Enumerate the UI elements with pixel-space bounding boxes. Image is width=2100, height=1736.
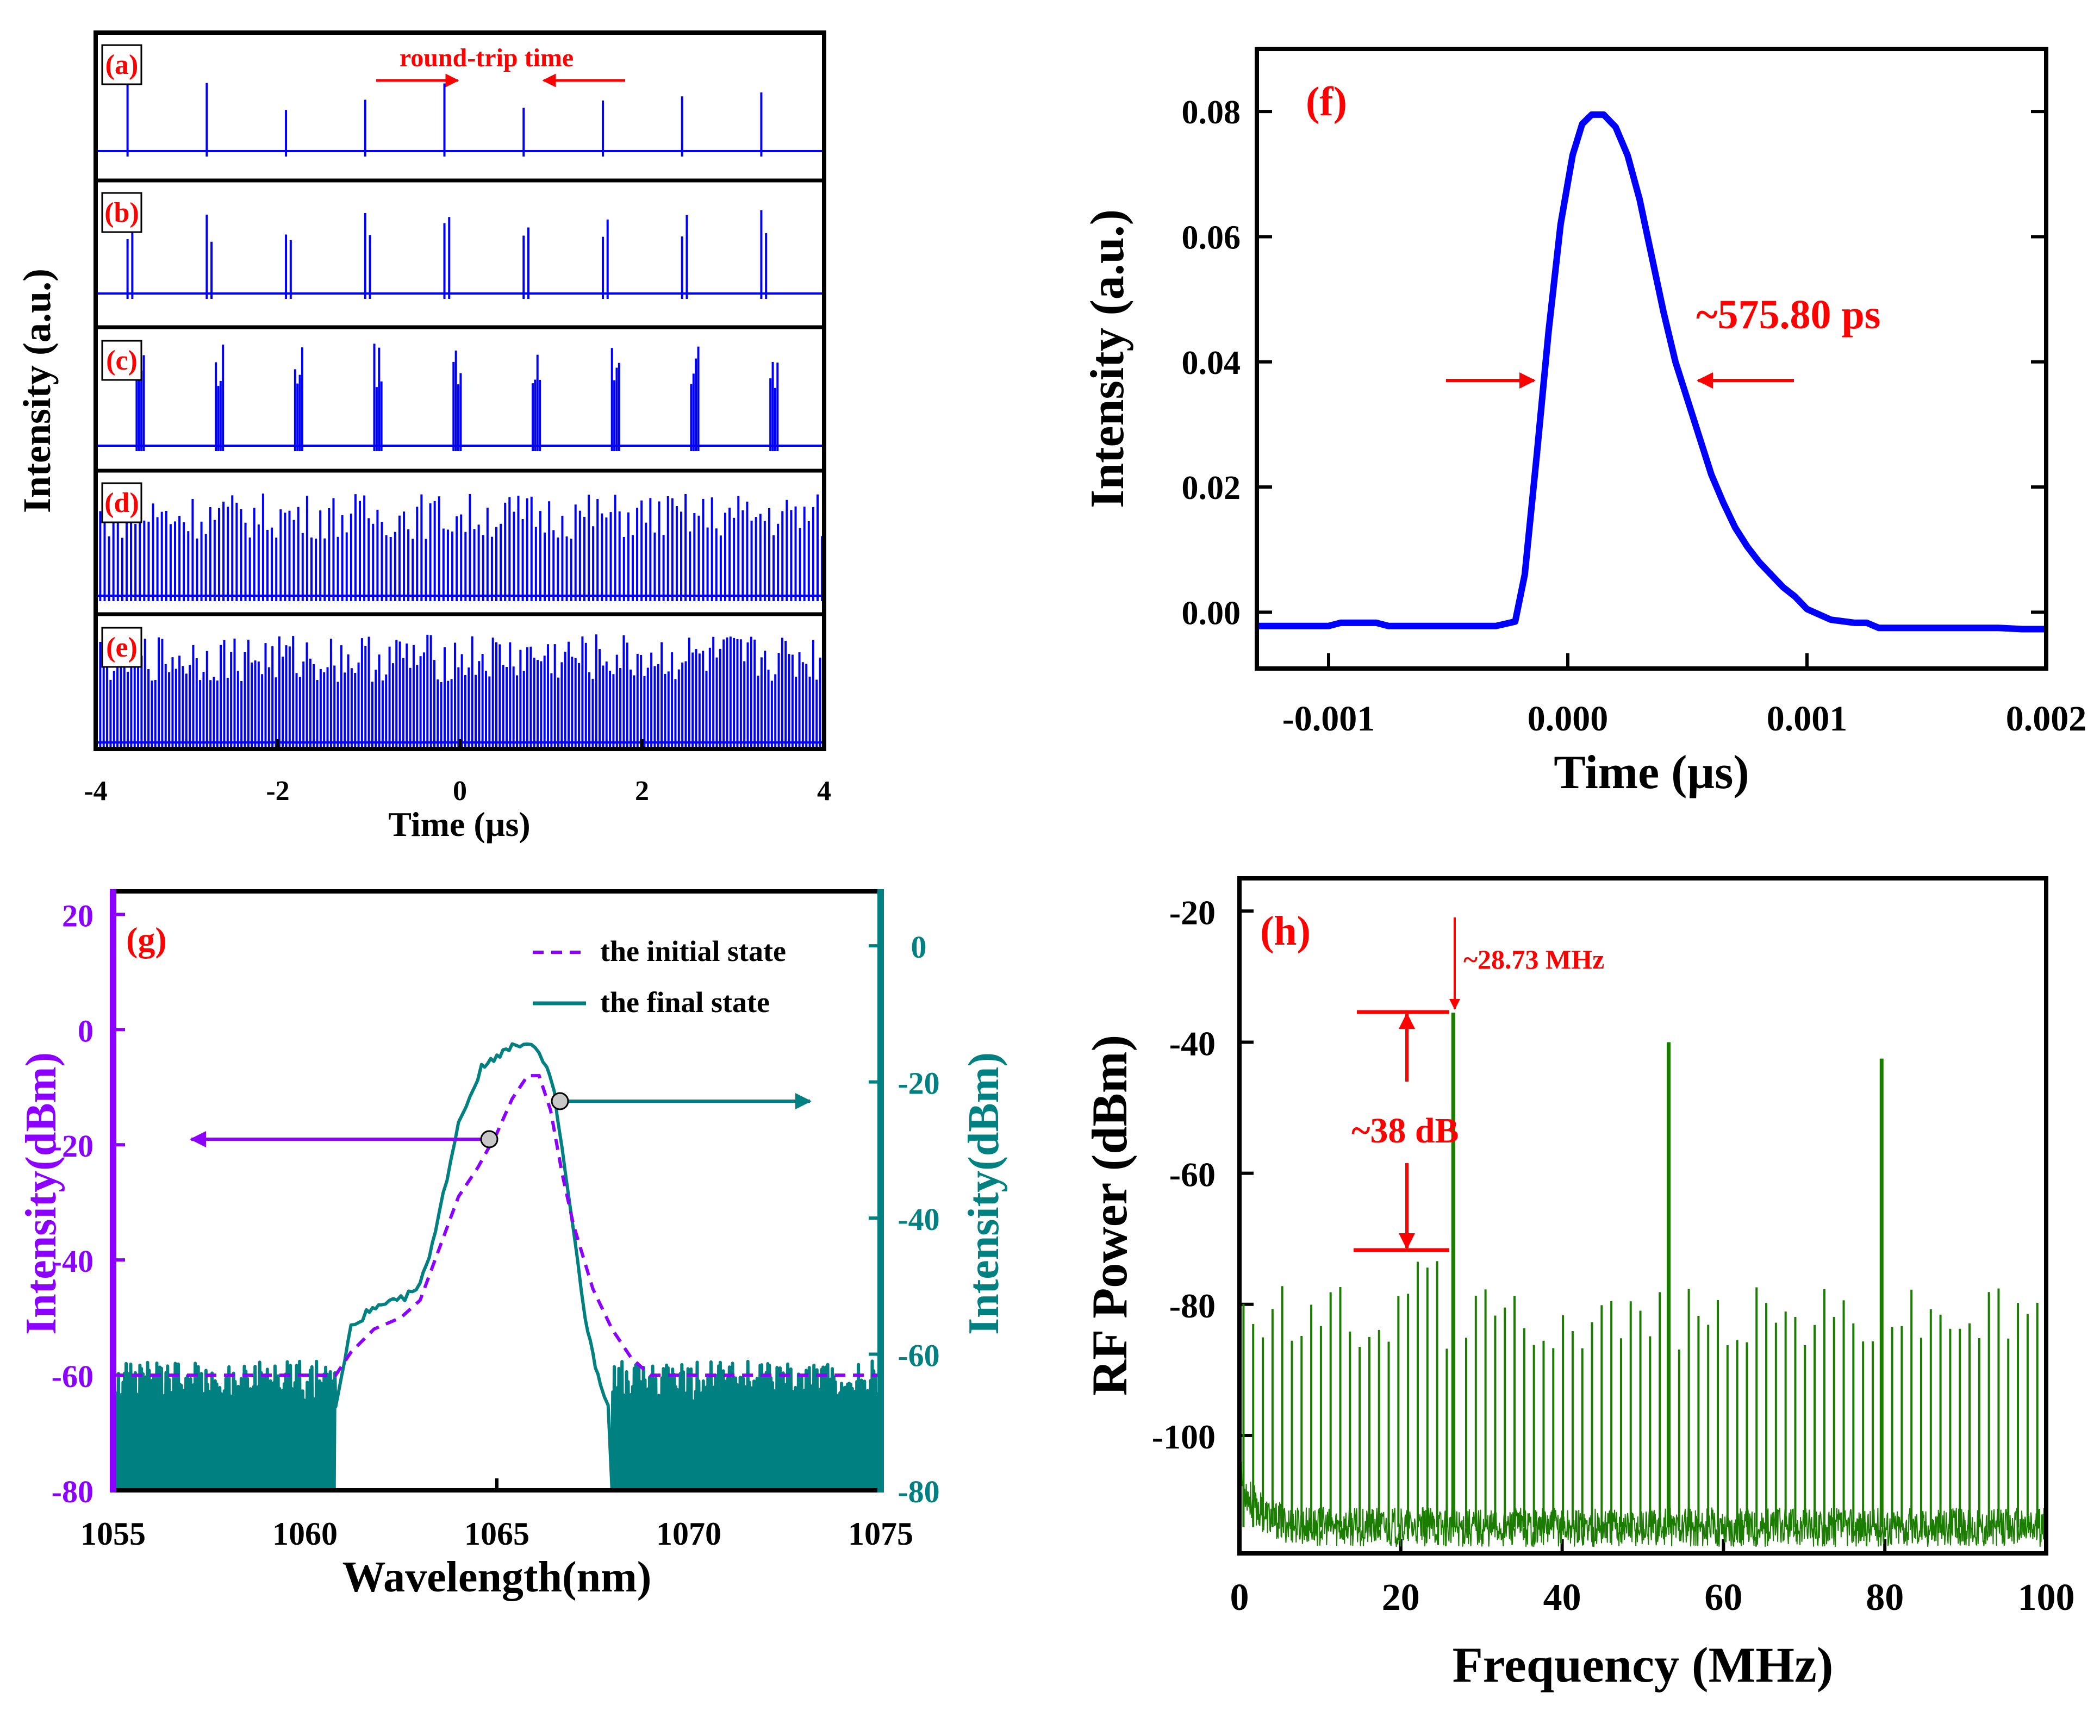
y-tick-label-h: -20 — [1169, 893, 1216, 932]
x-tick-label-f: -0.001 — [1282, 699, 1375, 739]
initial-state-marker — [480, 1130, 498, 1148]
legend-final-label: the final state — [600, 986, 770, 1019]
panel-h: 0 20 40 60 80 100 -100 -80 -60 -40 -20 (h) ~28.73 … — [1082, 876, 2075, 1693]
round-trip-annotation: round-trip time — [376, 43, 625, 88]
x-tick-label-f: 0.001 — [1767, 699, 1848, 739]
y-axis-label-g-right: Intensity(dBm) — [960, 1052, 1008, 1335]
legend-initial-label: the initial state — [600, 935, 786, 967]
x-tick-label: 4 — [817, 776, 831, 807]
panel-a-e: (a) (b) (c) (d) (e) round-trip time -4 -2… — [15, 30, 831, 844]
ticks-h: 0 20 40 60 80 100 -100 -80 -60 -40 -20 — [1152, 893, 2075, 1619]
y-tick-label-f: 0.00 — [1182, 595, 1241, 632]
y-tick-label-g-left: -20 — [52, 1128, 94, 1164]
x-tick-label-h: 80 — [1866, 1577, 1904, 1619]
x-tick-label-g: 1075 — [848, 1516, 913, 1552]
x-tick-label-f: 0.002 — [2006, 699, 2087, 739]
y-tick-label-f: 0.06 — [1182, 219, 1241, 256]
y-tick-label-h: -100 — [1152, 1417, 1216, 1456]
y-tick-label-g-left: 20 — [62, 898, 94, 933]
label-h: (h) — [1260, 908, 1311, 954]
final-state-curve — [111, 1042, 882, 1492]
label-b: (b) — [104, 197, 139, 228]
y-tick-label-h: -80 — [1169, 1287, 1216, 1325]
x-ticks-a-e: -4 -2 0 2 4 — [84, 739, 831, 807]
x-tick-label-g: 1065 — [464, 1516, 529, 1552]
x-axis-label-a-e: Time (µs) — [388, 805, 530, 844]
panel-labels-a-e: (a) (b) (c) (d) (e) — [101, 44, 142, 668]
y-tick-label-f: 0.02 — [1182, 470, 1241, 507]
x-tick-label-h: 0 — [1230, 1577, 1249, 1619]
peak-frequency-label: ~28.73 MHz — [1463, 944, 1604, 975]
y-tick-label-g-right: -40 — [898, 1202, 939, 1237]
x-tick-label: 2 — [635, 776, 649, 807]
db-label: ~38 dB — [1351, 1111, 1459, 1151]
x-tick-label-g: 1070 — [656, 1516, 721, 1552]
y-tick-label-h: -40 — [1169, 1024, 1216, 1063]
label-a: (a) — [105, 49, 139, 80]
x-tick-label-g: 1055 — [80, 1516, 146, 1552]
y-axis-label-g-left: Intensity(dBm) — [17, 1052, 65, 1335]
x-tick-label-h: 100 — [2018, 1577, 2075, 1619]
initial-state-curve — [113, 1074, 881, 1377]
label-box-e — [101, 627, 142, 668]
fwhm-label: ~575.80 ps — [1696, 292, 1880, 338]
x-tick-label: -4 — [84, 776, 107, 807]
x-tick-label-h: 60 — [1704, 1577, 1742, 1619]
panel-f: -0.001 0.000 0.001 0.002 0.00 0.02 0.04 0.06 0.0… — [1081, 47, 2087, 799]
pulse-curve — [1257, 111, 2046, 633]
legend-g: the initial state the final state — [533, 935, 786, 1019]
y-axis-label-h: RF Power (dBm) — [1082, 1035, 1137, 1396]
label-c: (c) — [106, 345, 138, 376]
y-tick-label-g-right: -60 — [898, 1338, 939, 1373]
y-tick-label-g-left: 0 — [78, 1013, 94, 1048]
y-tick-label-g-right: -80 — [898, 1474, 939, 1509]
x-axis-label-h: Frequency (MHz) — [1453, 1637, 1834, 1693]
label-f: (f) — [1306, 79, 1347, 124]
x-tick-label: -2 — [266, 776, 289, 807]
label-box-b — [101, 192, 142, 233]
x-tick-label-h: 20 — [1382, 1577, 1420, 1619]
y-tick-label-g-left: -60 — [52, 1359, 94, 1394]
x-tick-label-f: 0.000 — [1528, 699, 1609, 739]
ticks-g: 1055 1060 1065 1070 1075 -80 -60 -40 -20 0 20 -80 -6… — [52, 898, 940, 1552]
y-tick-label-f: 0.08 — [1182, 94, 1241, 131]
rf-spectrum-peaks — [1242, 1013, 2039, 1527]
round-trip-label: round-trip time — [400, 43, 574, 72]
y-tick-label-g-right: 0 — [911, 929, 927, 965]
label-g: (g) — [126, 920, 167, 959]
y-tick-label-g-left: -40 — [52, 1244, 94, 1279]
final-state-marker — [551, 1092, 569, 1110]
label-box-d — [101, 482, 142, 523]
label-d: (d) — [104, 488, 139, 519]
y-tick-label-f: 0.04 — [1182, 345, 1241, 382]
x-tick-label: 0 — [453, 776, 467, 807]
y-axis-label-a-e: Intensity (a.u.) — [15, 268, 59, 513]
y-tick-label-h: -60 — [1169, 1156, 1216, 1194]
panel-h-frame — [1237, 876, 2048, 1556]
peak-annotations-h: ~28.73 MHz ~38 dB — [1351, 917, 1604, 1252]
label-box-c — [101, 340, 142, 381]
panel-g: 1055 1060 1065 1070 1075 -80 -60 -40 -20 0 20 -80 -6… — [17, 889, 1008, 1601]
x-axis-label-f: Time (µs) — [1554, 746, 1749, 799]
panel-f-frame — [1255, 47, 2048, 671]
ticks-f: -0.001 0.000 0.001 0.002 0.00 0.02 0.04 0.06 0.0… — [1182, 94, 2087, 739]
x-axis-label-g: Wavelength(nm) — [342, 1553, 652, 1601]
x-tick-label-h: 40 — [1543, 1577, 1581, 1619]
y-tick-label-g-right: -20 — [898, 1066, 939, 1101]
label-box-a — [101, 44, 142, 85]
y-axis-label-f: Intensity (a.u.) — [1081, 209, 1134, 508]
x-tick-label-g: 1060 — [272, 1516, 338, 1552]
y-tick-label-g-left: -80 — [52, 1474, 94, 1509]
pulse-trains-group — [96, 83, 825, 748]
label-e: (e) — [106, 632, 138, 663]
